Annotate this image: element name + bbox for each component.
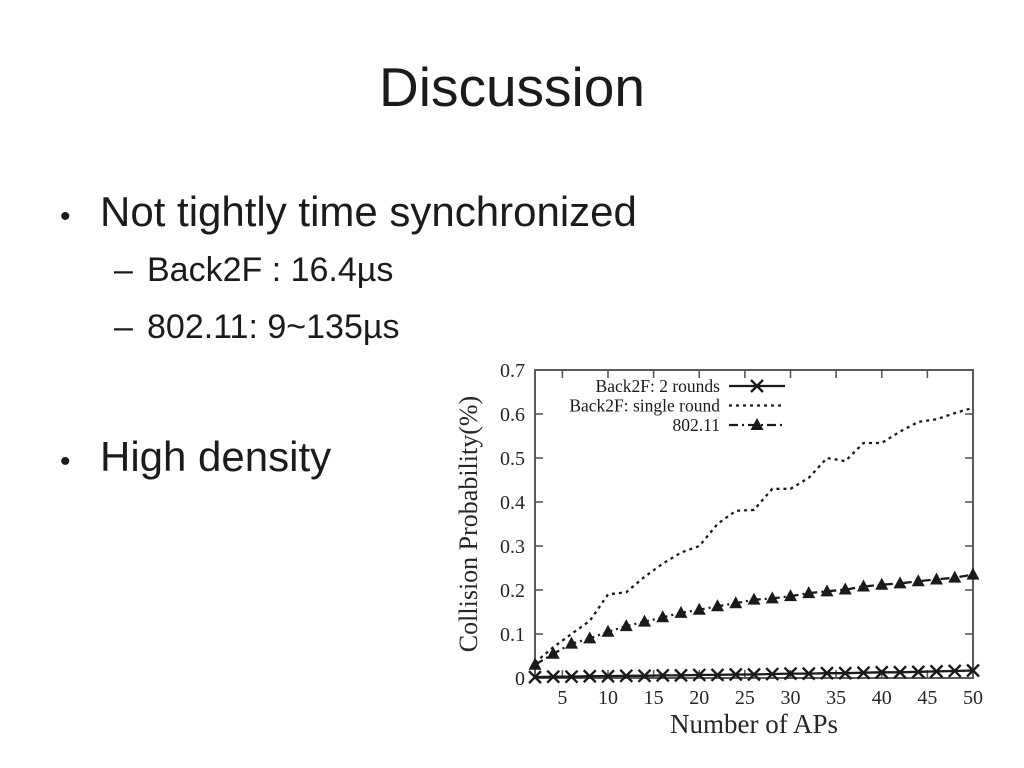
x-marker [838, 666, 853, 681]
triangle-marker [729, 596, 743, 609]
series-802-11 [528, 567, 980, 670]
sub-bullet-item: – 802.11: 9~135µs [114, 308, 400, 346]
triangle-marker [656, 610, 670, 623]
x-marker [966, 663, 980, 678]
x-marker [911, 664, 926, 679]
x-marker [801, 666, 816, 681]
x-tick-label: 45 [917, 687, 937, 709]
triangle-marker [546, 646, 560, 659]
triangle-marker [820, 584, 834, 597]
y-tick-label: 0.4 [500, 492, 525, 514]
triangle-marker [893, 576, 907, 589]
x-marker [637, 668, 652, 683]
triangle-marker [911, 574, 925, 587]
x-marker [856, 665, 871, 680]
sub-bullet-text: Back2F : 16.4µs [147, 251, 394, 289]
series-back2f-2-rounds [528, 663, 980, 684]
triangle-marker [948, 570, 962, 583]
triangle-marker [765, 591, 779, 604]
x-tick-label: 15 [644, 687, 664, 709]
dash-marker: – [114, 308, 133, 346]
x-tick-label: 40 [872, 687, 892, 709]
x-marker [765, 667, 780, 681]
y-tick-label: 0.6 [500, 404, 525, 426]
triangle-marker [875, 577, 889, 590]
triangle-marker [802, 586, 816, 599]
legend-x-marker [750, 379, 764, 393]
legend-label: Back2F: single round [569, 396, 720, 416]
x-marker [728, 667, 743, 682]
y-tick-label: 0.1 [500, 624, 525, 646]
triangle-marker [601, 624, 615, 637]
collision-probability-chart: 5 10 15 20 25 30 35 40 45 50 Number of APs 0 0.1 0.2 0… [454, 356, 1021, 756]
sub-bullet-text: 802.11: 9~135µs [147, 308, 400, 346]
x-tick-label: 25 [735, 687, 755, 709]
plot-frame [534, 369, 974, 679]
x-marker [820, 666, 834, 681]
x-tick-label: 10 [598, 687, 618, 709]
series-back2f-single-round [534, 406, 974, 664]
y-tick-label: 0.7 [500, 360, 525, 382]
x-marker [619, 668, 634, 683]
triangle-marker [528, 657, 542, 670]
x-tick-label: 20 [689, 687, 709, 709]
legend-label: Back2F: 2 rounds [596, 376, 721, 396]
sub-bullet-item: – Back2F : 16.4µs [114, 251, 394, 289]
triangle-marker [565, 636, 578, 649]
y-axis-title: Collision Probability(%) [455, 396, 483, 652]
x-marker [929, 664, 944, 679]
triangle-marker [638, 614, 651, 627]
y-axis: 0 0.1 0.2 0.3 0.4 0.5 0.6 0.7 Collision Probabil… [454, 360, 973, 690]
dash-marker: – [114, 251, 133, 289]
triangle-marker [674, 605, 688, 618]
triangle-marker [784, 589, 797, 602]
triangle-marker [692, 602, 706, 615]
x-marker [564, 669, 579, 684]
y-tick-label: 0.2 [500, 580, 525, 602]
triangle-marker [711, 599, 724, 612]
bullet-item: • Not tightly time synchronized [60, 188, 637, 235]
triangle-marker [583, 631, 597, 644]
x-marker [528, 670, 542, 684]
x-marker [893, 665, 907, 680]
legend-label: 802.11 [673, 415, 720, 435]
x-marker [747, 667, 761, 682]
x-marker [601, 669, 615, 684]
x-tick-label: 35 [826, 687, 846, 709]
bullet-marker: • [60, 200, 71, 233]
y-tick-label: 0.5 [500, 448, 525, 470]
bullet-text: Not tightly time synchronized [100, 188, 637, 235]
x-marker [783, 666, 798, 681]
bullet-text: High density [100, 433, 332, 480]
triangle-marker [619, 619, 633, 632]
triangle-marker [857, 579, 870, 592]
x-marker [582, 669, 597, 684]
x-tick-label: 5 [557, 687, 567, 709]
x-marker [655, 668, 670, 683]
x-tick-label: 30 [781, 687, 801, 709]
y-tick-label: 0.3 [500, 536, 525, 558]
triangle-marker [747, 592, 761, 605]
bullet-item: • High density [60, 433, 332, 480]
x-marker [874, 665, 889, 680]
triangle-marker [930, 572, 943, 585]
x-marker [710, 668, 725, 682]
x-marker [947, 664, 962, 678]
legend-triangle-marker [750, 418, 764, 430]
bullet-marker: • [60, 445, 71, 478]
x-marker [546, 669, 561, 684]
x-tick-label: 50 [963, 687, 983, 709]
x-marker [692, 668, 707, 682]
x-axis-title: Number of APs [670, 709, 838, 739]
triangle-marker [838, 582, 852, 595]
y-tick-label: 0 [515, 668, 525, 690]
x-marker [674, 668, 688, 683]
slide-title: Discussion [379, 56, 645, 118]
triangle-marker [966, 567, 980, 580]
x-axis: 5 10 15 20 25 30 35 40 45 50 Number of APs [557, 370, 983, 739]
